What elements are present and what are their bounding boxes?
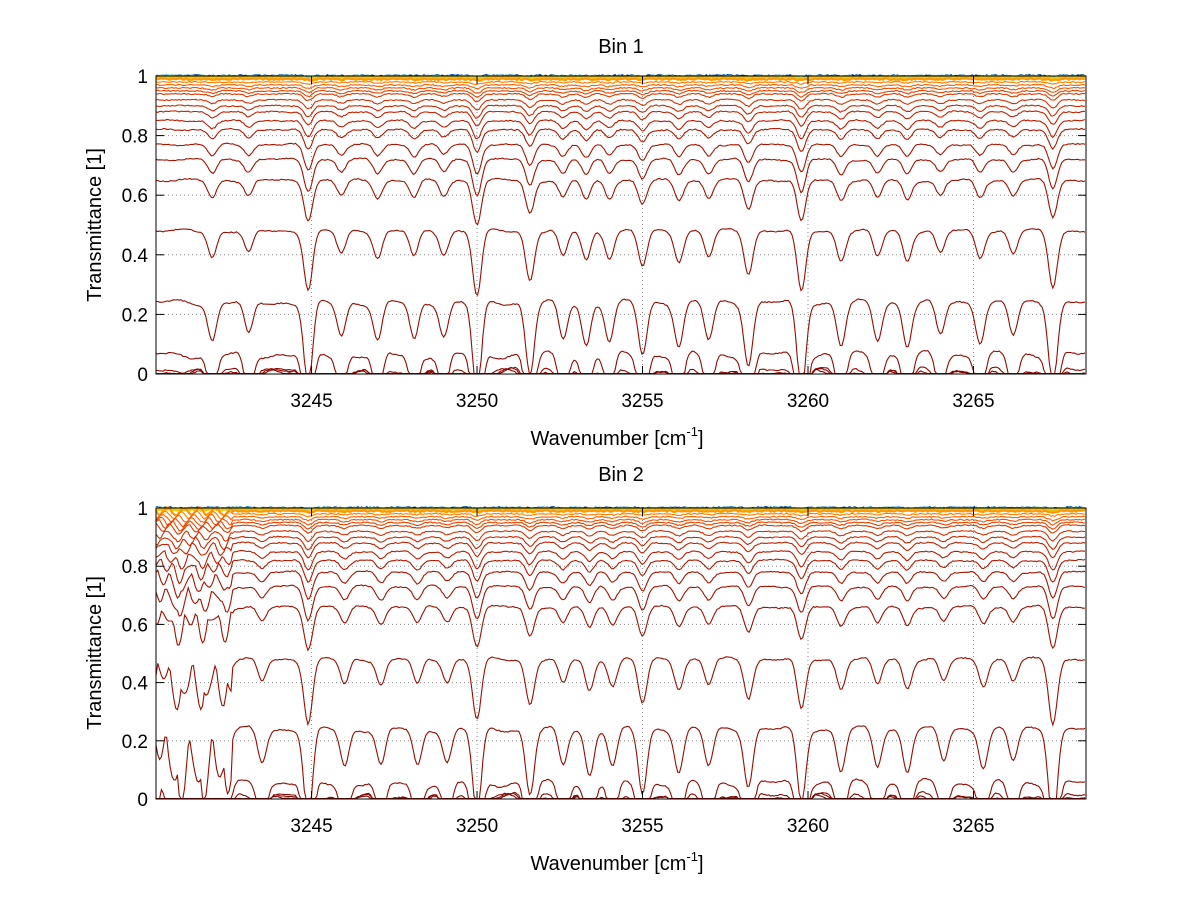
spectrum-series-21: [156, 298, 1086, 375]
y-tick-label: 0.6: [122, 186, 148, 207]
spectrum-series-17: [156, 142, 1086, 175]
spectrum-series-19: [155, 604, 1086, 652]
spectrum-series-14: [155, 541, 1086, 559]
spectrum-series-16: [155, 558, 1086, 585]
y-axis-label: Transmittance [1]: [84, 148, 106, 302]
subplot-bin-1: 3245 3250 3255 3260 3265 0 0.2 0.4 0.6 0.8 1 Bin 1…: [84, 36, 1087, 450]
spectrum-series-8: [155, 513, 1086, 524]
x-axis-label: Wavenumber [cm-1]: [530, 849, 703, 875]
spectrum-series-7: [155, 80, 1086, 86]
spectrum-series-20: [155, 656, 1086, 727]
spectrum-series-19: [155, 177, 1086, 226]
x-tick-label: 3255: [621, 391, 663, 412]
y-axis-label: Transmittance [1]: [84, 576, 106, 730]
x-tick-label: 3245: [290, 816, 332, 837]
spectrum-series-18: [155, 157, 1085, 197]
spectrum-series-15: [155, 118, 1086, 140]
spectrum-series-12: [155, 529, 1086, 543]
x-tick-label: 3265: [952, 391, 994, 412]
y-tick-label: 0.6: [122, 615, 148, 636]
x-tick-label: 3245: [290, 391, 332, 412]
spectrum-series-12: [155, 98, 1086, 111]
chart-title: Bin 1: [598, 36, 644, 58]
spectrum-series-10: [155, 89, 1086, 99]
spectrum-series-13: [155, 535, 1086, 551]
spectrum-series-14: [155, 110, 1086, 128]
y-tick-label: 0.8: [122, 557, 148, 578]
y-tick-label: 0.2: [122, 732, 148, 753]
x-tick-label: 3255: [621, 816, 663, 837]
x-axis-label: Wavenumber [cm-1]: [530, 424, 703, 450]
spectrum-series-9: [155, 86, 1086, 94]
spectrum-series-13: [155, 104, 1086, 119]
y-tick-label: 0.4: [122, 246, 149, 267]
x-tick-label: 3250: [456, 391, 498, 412]
x-tick-label: 3265: [952, 816, 994, 837]
spectrum-series-15: [155, 550, 1085, 571]
spectrum-series-21: [155, 725, 1086, 800]
subplot-bin-2: 3245 3250 3255 3260 3265 0 0.2 0.4 0.6 0.8 1 Bin 2…: [84, 464, 1087, 875]
spectrum-series-8: [155, 83, 1086, 90]
y-tick-label: 1: [137, 499, 148, 520]
y-tick-label: 0: [137, 365, 148, 386]
spectrum-series-11: [155, 92, 1086, 103]
spectrum-series-11: [155, 522, 1086, 535]
y-tick-label: 0.4: [122, 674, 149, 695]
y-tick-label: 0: [137, 790, 148, 811]
x-tick-label: 3250: [456, 816, 498, 837]
spectrum-series-16: [155, 127, 1085, 154]
y-tick-label: 0.8: [122, 127, 148, 148]
y-tick-label: 1: [137, 67, 148, 88]
chart-title: Bin 2: [598, 464, 644, 486]
spectrum-series-6: [155, 76, 1086, 82]
spectrum-series-9: [155, 516, 1086, 528]
x-tick-label: 3260: [787, 816, 829, 837]
x-tick-label: 3260: [787, 391, 829, 412]
spectrum-series-20: [155, 228, 1086, 297]
spectrum-series-18: [155, 584, 1086, 622]
y-tick-label: 0.2: [122, 305, 148, 326]
spectrum-series-17: [155, 569, 1085, 600]
spectrum-series-10: [155, 519, 1086, 532]
spectrum-series-7: [155, 510, 1086, 520]
spectrum-series-6: [155, 506, 1086, 518]
